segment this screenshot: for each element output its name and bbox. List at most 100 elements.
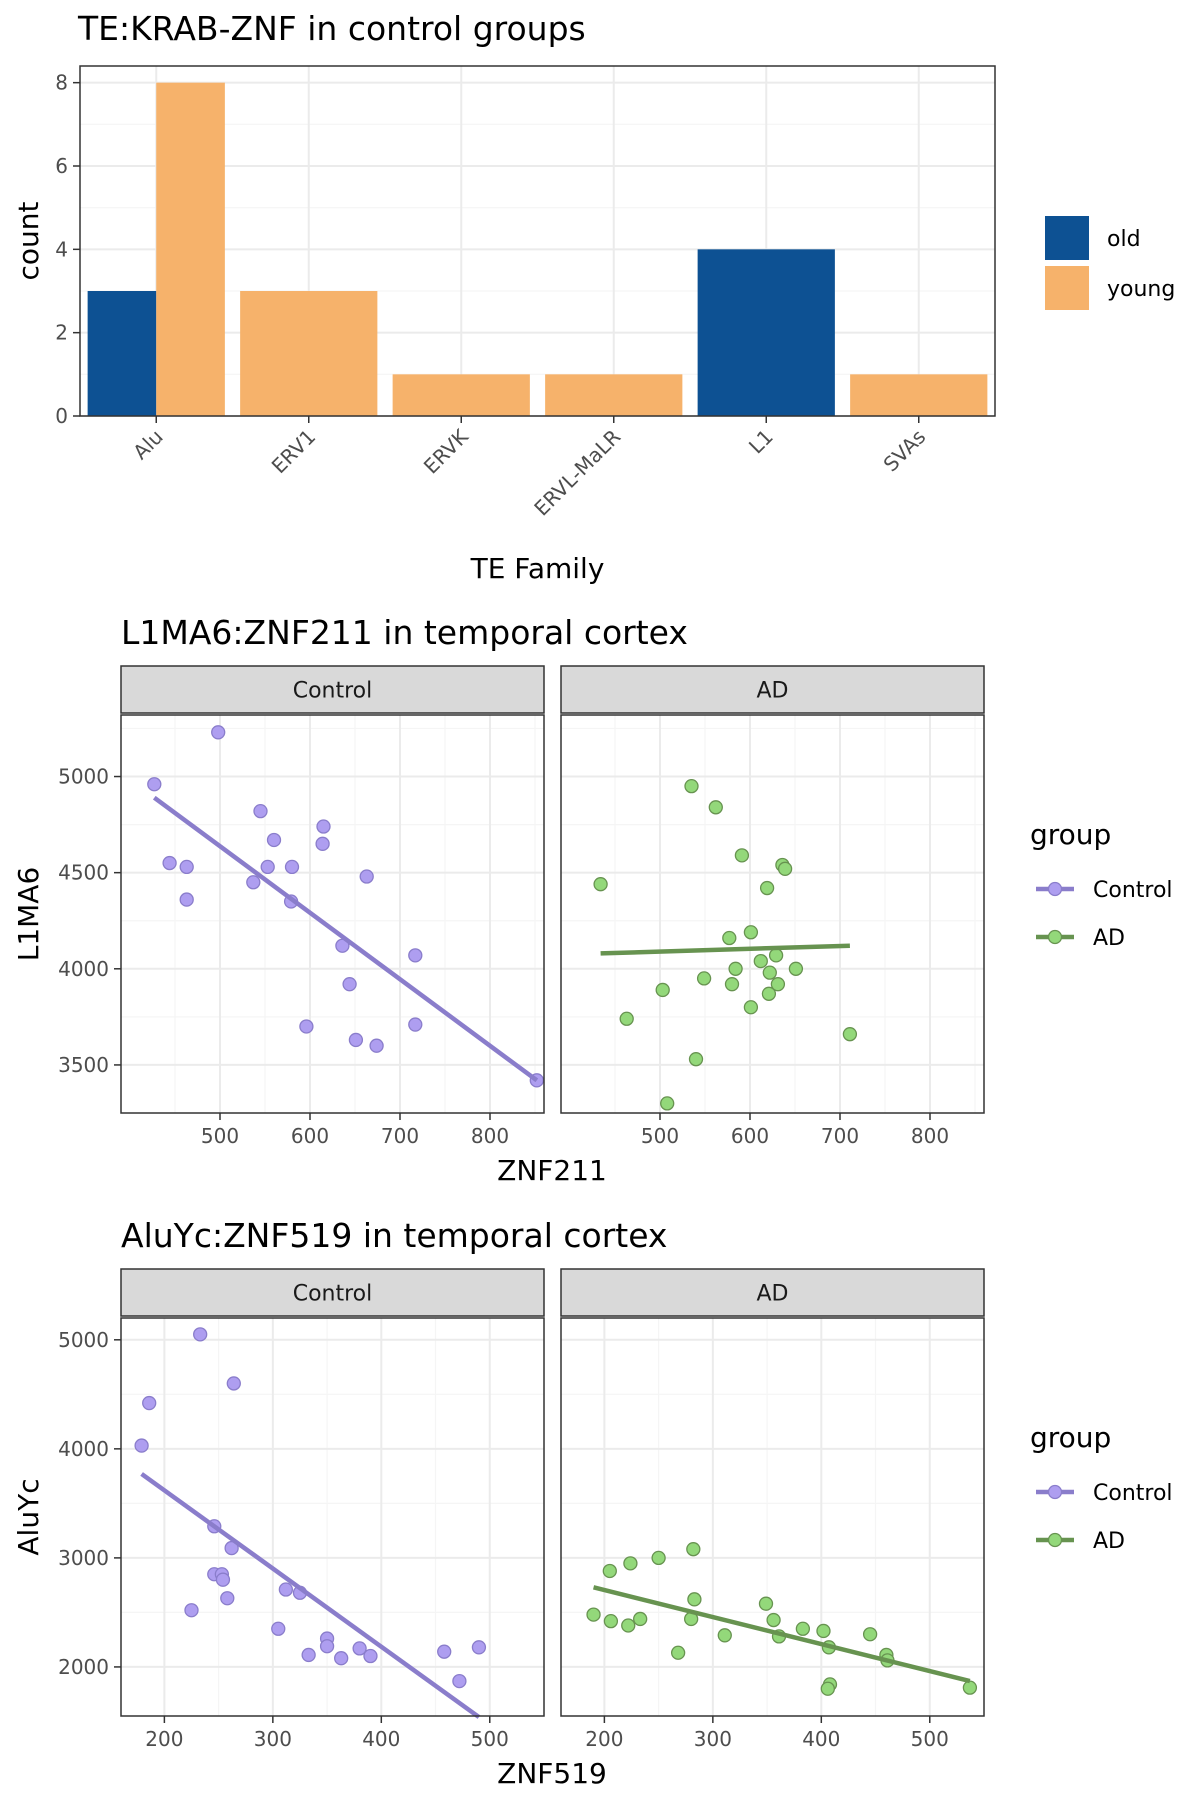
data-point xyxy=(253,803,268,819)
data-point xyxy=(655,982,670,998)
data-point xyxy=(696,971,712,986)
legend-label: Control xyxy=(1093,1481,1173,1506)
legend-label: Control xyxy=(1093,878,1173,903)
data-point xyxy=(670,1645,686,1660)
plot-border xyxy=(560,1317,985,1717)
data-point xyxy=(724,977,740,992)
bar-young-SVAs xyxy=(850,374,988,416)
panel-ad: AD 500 600 700 800 xyxy=(560,665,985,1148)
x-tick-label: ERVL-MaLR xyxy=(529,424,625,520)
y-tick-label: 5000 xyxy=(58,765,109,789)
data-point xyxy=(342,977,357,992)
facet-strip-label: Control xyxy=(293,679,373,704)
facet-strip-label: AD xyxy=(757,679,789,704)
x-tick-label: 600 xyxy=(731,1124,769,1148)
data-point xyxy=(602,1563,617,1579)
data-point xyxy=(226,1376,241,1391)
scatter-chart-2: AluYc:ZNF519 in temporal cortex Control 20… xyxy=(12,1216,1173,1790)
data-point xyxy=(684,778,699,794)
data-point xyxy=(162,855,177,871)
data-point xyxy=(220,1591,235,1606)
x-axis-title: ZNF519 xyxy=(497,1757,607,1790)
data-point xyxy=(633,1611,648,1627)
data-point xyxy=(179,859,194,875)
data-point xyxy=(728,961,743,976)
facet-strip xyxy=(560,1268,985,1317)
facet-strip xyxy=(120,1268,545,1317)
data-point xyxy=(408,948,423,963)
x-tick-label: 500 xyxy=(911,1727,949,1751)
y-tick-label: 4000 xyxy=(58,957,109,981)
data-point xyxy=(734,848,750,863)
data-point xyxy=(660,1096,675,1111)
data-point xyxy=(452,1673,467,1689)
data-point xyxy=(770,977,786,992)
trend-line-ad xyxy=(600,943,850,956)
data-point xyxy=(359,869,374,884)
chart-title: TE:KRAB-ZNF in control groups xyxy=(77,9,586,48)
panel-ad: AD 200 300 400 500 xyxy=(560,1268,985,1751)
data-point xyxy=(147,777,162,792)
x-tick-label: Alu xyxy=(128,425,168,465)
legend-label: old xyxy=(1107,227,1141,252)
x-tick-label: 400 xyxy=(362,1727,400,1751)
data-point xyxy=(717,1628,732,1643)
bar-young-ERV1 xyxy=(240,291,378,416)
x-tick-label: 500 xyxy=(201,1124,239,1148)
data-point xyxy=(142,1395,157,1411)
y-tick-label: 8 xyxy=(55,71,68,95)
data-point xyxy=(369,1038,384,1053)
legend-label: AD xyxy=(1093,1529,1125,1554)
data-point xyxy=(301,1647,316,1663)
data-point xyxy=(586,1607,601,1622)
data-point xyxy=(134,1438,149,1453)
plot-background xyxy=(561,1318,984,1716)
plot-border xyxy=(120,714,545,1114)
x-tick-label: 700 xyxy=(381,1124,419,1148)
data-point xyxy=(688,1052,704,1067)
data-point xyxy=(278,1582,294,1597)
bar-young-Alu xyxy=(156,82,225,417)
data-point xyxy=(623,1556,638,1571)
legend-key-young xyxy=(1045,266,1089,310)
bar-old-Alu xyxy=(87,291,157,416)
data-point xyxy=(437,1644,452,1659)
x-tick-label: 700 xyxy=(821,1124,859,1148)
legend-label: AD xyxy=(1093,926,1125,951)
data-point xyxy=(352,1641,367,1656)
panel-control: Control 200 300 400 500 2000 3000 4000 5000 xyxy=(58,1268,545,1751)
legend-title: group xyxy=(1030,818,1111,851)
data-point xyxy=(316,819,331,834)
facet-strip xyxy=(560,665,985,714)
data-point xyxy=(788,961,804,976)
data-point xyxy=(758,1596,774,1611)
bar-old-L1 xyxy=(697,249,835,416)
bar-young-ERVL-MaLR xyxy=(545,374,683,416)
data-point xyxy=(284,859,300,875)
legend-label: young xyxy=(1107,277,1175,302)
data-point xyxy=(215,1572,231,1587)
y-tick-label: 4500 xyxy=(58,861,109,885)
data-point xyxy=(816,1623,831,1639)
bar-chart: TE:KRAB-ZNF in control groups 0 2 4 6 8 Alu ERV… xyxy=(12,9,1175,585)
x-tick-label: 500 xyxy=(471,1727,509,1751)
data-point xyxy=(408,1017,423,1032)
trend-line-ad xyxy=(592,1585,971,1684)
data-point xyxy=(862,1627,878,1642)
data-point xyxy=(820,1681,835,1696)
data-point xyxy=(315,836,330,851)
data-point xyxy=(184,1603,199,1618)
data-point xyxy=(619,1011,634,1026)
x-tick-label: 200 xyxy=(585,1727,623,1751)
data-point xyxy=(363,1648,378,1664)
plot-border xyxy=(120,1317,545,1717)
data-point xyxy=(743,925,759,940)
trend-line-control xyxy=(140,1472,481,1719)
facet-strip-label: Control xyxy=(293,1282,373,1307)
data-point xyxy=(762,965,777,980)
panel-control: Control 500 600 700 800 3500 4000 4500 5000 xyxy=(58,665,545,1148)
x-tick-label: L1 xyxy=(744,425,778,459)
data-point xyxy=(777,861,793,876)
chart-title: L1MA6:ZNF211 in temporal cortex xyxy=(121,613,688,652)
x-tick-label: 800 xyxy=(471,1124,509,1148)
